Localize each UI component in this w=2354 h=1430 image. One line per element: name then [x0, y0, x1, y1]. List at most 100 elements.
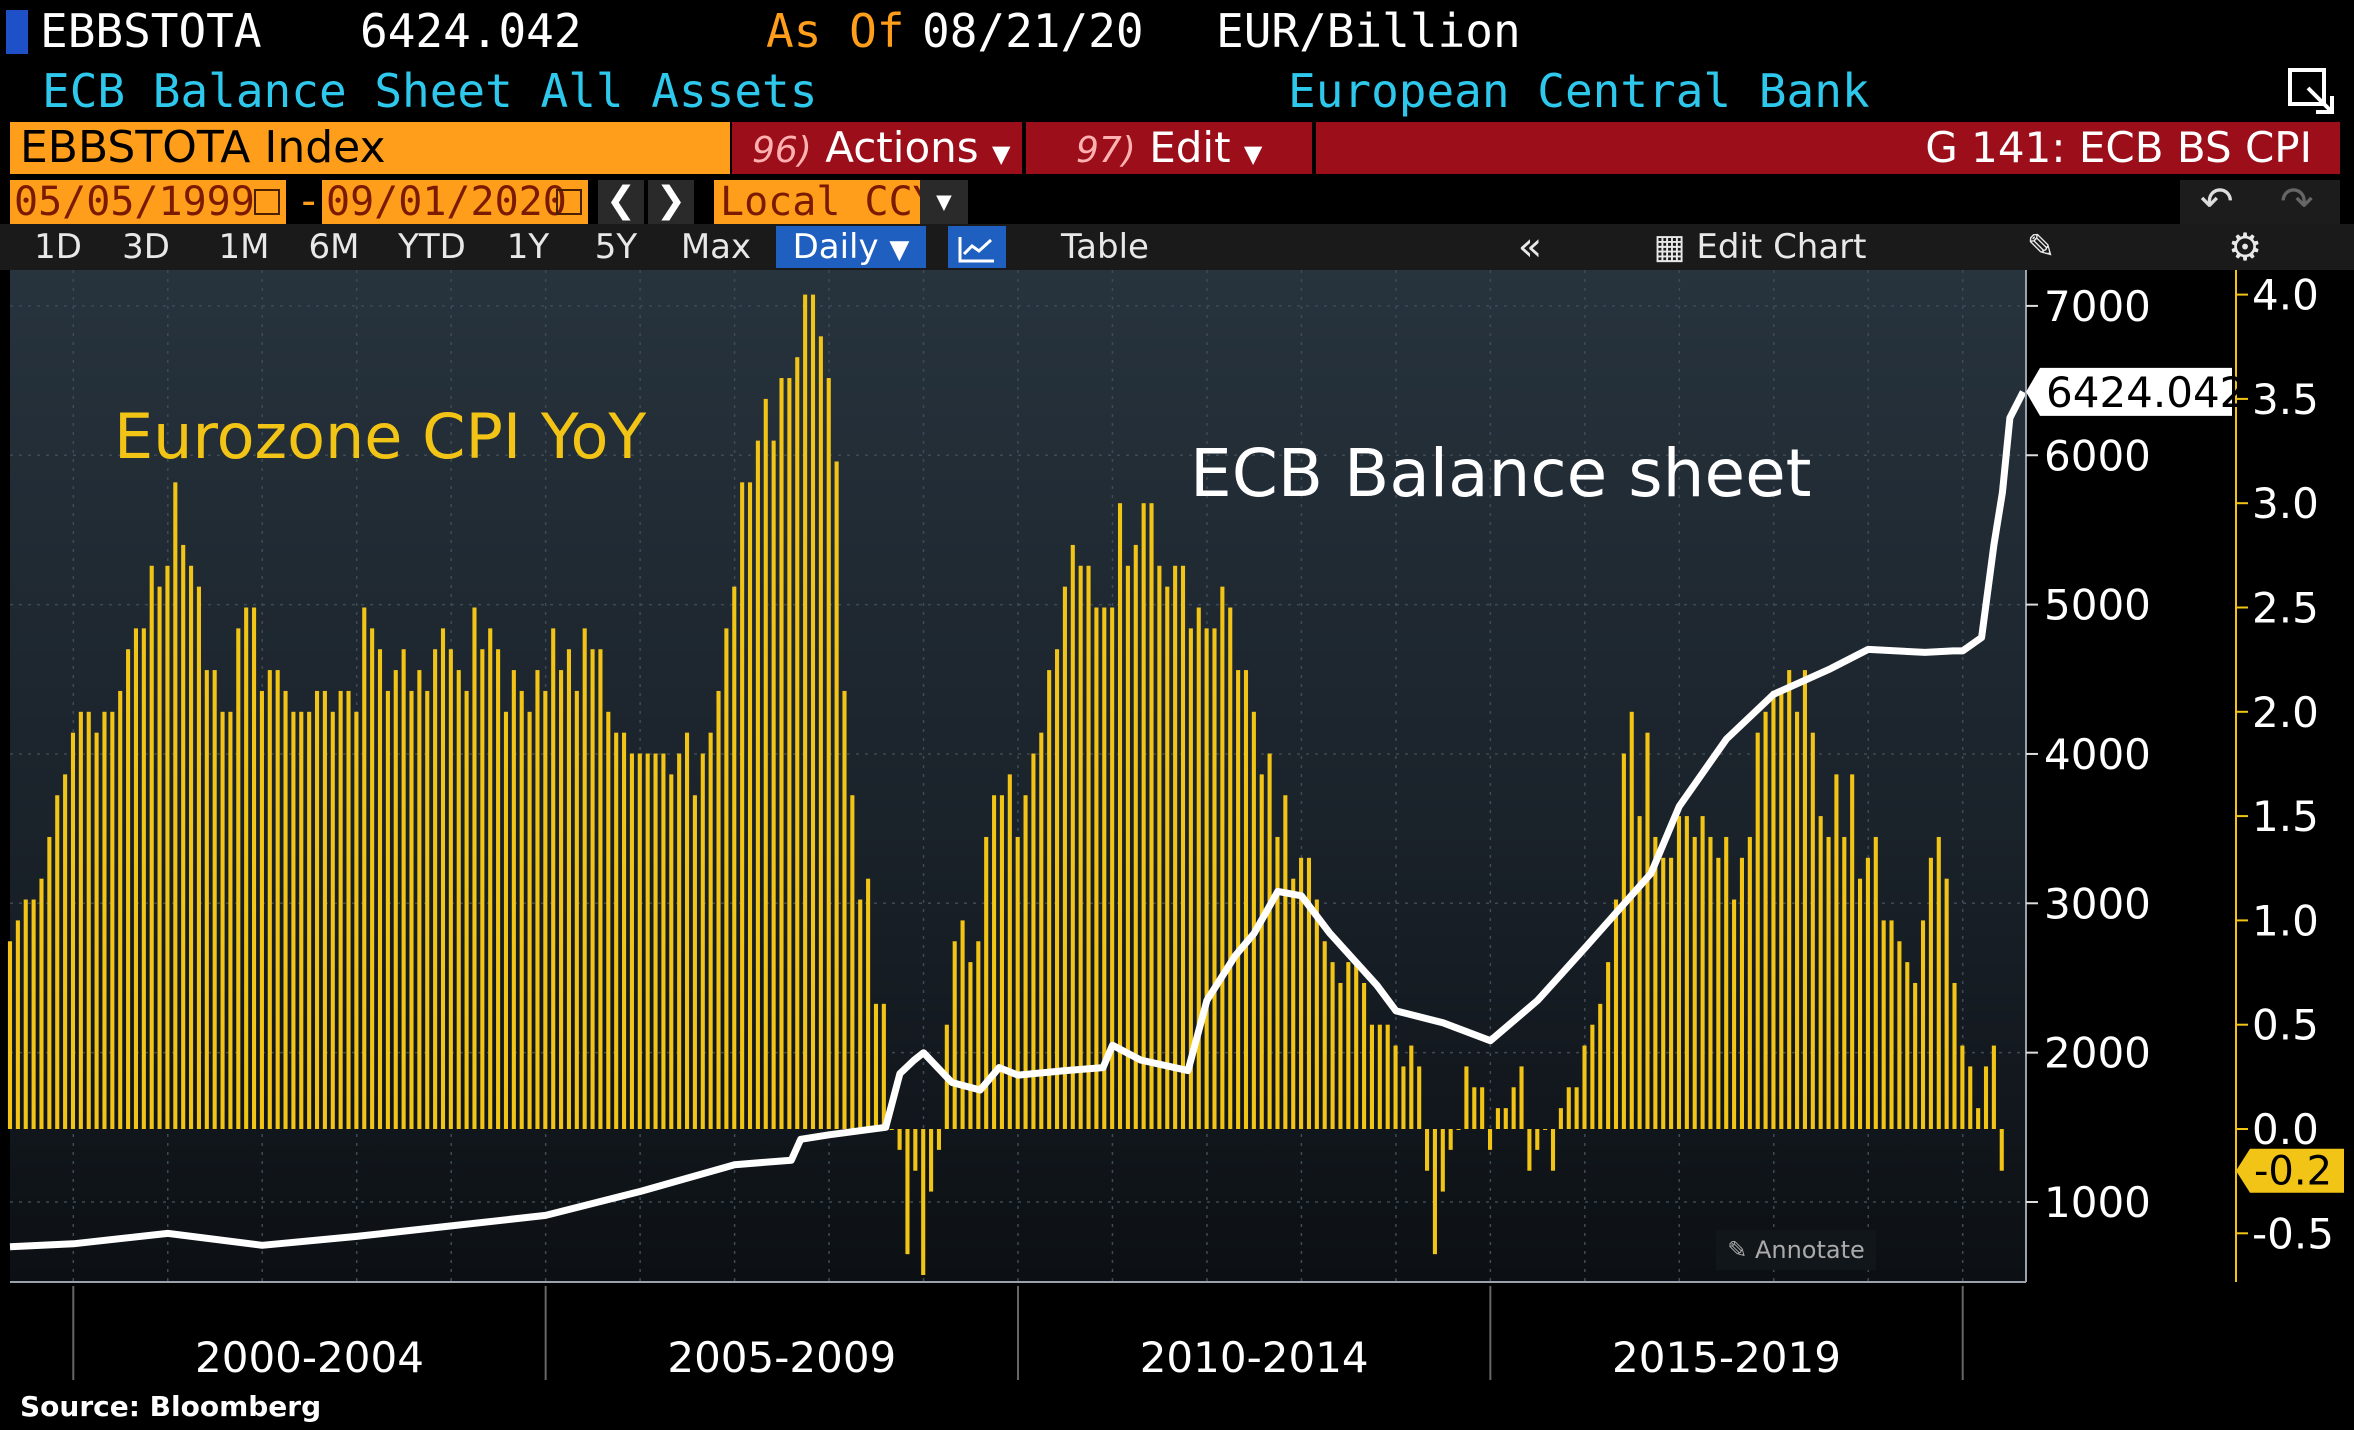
- range-tab-1d[interactable]: 1D: [34, 227, 82, 267]
- cpi-bar: [173, 482, 178, 1130]
- cpi-bar: [1629, 711, 1634, 1129]
- cpi-bar: [189, 565, 194, 1129]
- cpi-bar: [55, 795, 60, 1129]
- cpi-bar: [1637, 816, 1642, 1129]
- cpi-bar: [401, 649, 406, 1129]
- cpi-bar: [708, 732, 713, 1129]
- cpi-bar: [228, 711, 233, 1129]
- cpi-bar: [1409, 1045, 1414, 1129]
- cpi-bar: [1464, 1066, 1469, 1129]
- cpi-bar: [456, 670, 461, 1129]
- range-tab-1y[interactable]: 1Y: [506, 227, 550, 267]
- range-tab-max[interactable]: Max: [680, 227, 752, 267]
- cpi-bar: [149, 565, 154, 1129]
- cpi-bar: [1732, 899, 1737, 1129]
- start-date-field[interactable]: 05/05/1999: [10, 180, 286, 224]
- as-of-date: 08/21/20: [922, 4, 1144, 58]
- last-value-flag-right: [2236, 1148, 2344, 1193]
- range-tab-6m[interactable]: 6M: [308, 227, 360, 267]
- prev-period-button[interactable]: ❮: [598, 180, 644, 224]
- caret-down-icon: ▼: [992, 140, 1011, 168]
- index-name-box[interactable]: EBBSTOTA Index: [10, 122, 730, 174]
- edit-menu[interactable]: 97) Edit ▼: [1026, 122, 1312, 174]
- cpi-bar: [1180, 565, 1186, 1129]
- cpi-bar: [818, 336, 823, 1129]
- cpi-bar: [1818, 816, 1823, 1129]
- left-tick-label: 5000: [2044, 581, 2151, 630]
- pencil-icon[interactable]: ✎: [2026, 227, 2056, 267]
- edit-chart-button[interactable]: ▦ Edit Chart: [1640, 226, 1880, 268]
- cpi-bar: [1086, 565, 1091, 1129]
- cpi-bar: [669, 774, 674, 1129]
- cpi-bar: [1228, 607, 1233, 1129]
- edit-label: Edit: [1149, 123, 1231, 172]
- actions-menu[interactable]: 96) Actions ▼: [732, 122, 1022, 174]
- table-button[interactable]: Table: [1061, 227, 1149, 267]
- right-tick-label: 3.0: [2252, 479, 2319, 528]
- cpi-bar: [354, 711, 359, 1129]
- popout-icon[interactable]: [2286, 66, 2340, 120]
- cpi-bar: [63, 774, 68, 1129]
- cpi-bar: [1196, 607, 1201, 1129]
- cpi-bar: [684, 732, 690, 1129]
- cpi-bar: [1850, 774, 1855, 1129]
- cpi-bar: [692, 795, 697, 1129]
- chevron-right-icon: ❯: [655, 180, 687, 221]
- cpi-bar: [700, 753, 705, 1129]
- chevron-left-icon: ❮: [605, 180, 637, 221]
- cpi-bar: [1251, 711, 1256, 1129]
- right-tick-label: 1.0: [2252, 896, 2319, 945]
- gear-icon[interactable]: ⚙: [2227, 225, 2263, 269]
- cpi-bar: [1456, 1129, 1461, 1130]
- calendar-icon[interactable]: [556, 189, 582, 215]
- cpi-bar: [464, 690, 469, 1129]
- cpi-bar: [1928, 857, 1933, 1129]
- cpi-bar: [220, 711, 225, 1129]
- cpi-bar: [330, 711, 335, 1129]
- range-tab-3d[interactable]: 3D: [122, 227, 170, 267]
- collapse-icon[interactable]: «: [1517, 224, 1543, 270]
- line-chart-icon: [958, 236, 994, 262]
- cpi-bar: [244, 607, 249, 1129]
- cpi-bar: [1314, 899, 1319, 1129]
- annotate-button[interactable]: ✎ Annotate: [1716, 1230, 1876, 1270]
- caret-down-icon[interactable]: ▼: [920, 180, 968, 224]
- ticker-marker: [6, 10, 28, 54]
- cpi-bar: [488, 628, 493, 1129]
- cpi-bar: [1574, 1087, 1579, 1129]
- cpi-bar: [1787, 670, 1792, 1129]
- cpi-bar: [992, 795, 997, 1129]
- cpi-bar: [204, 670, 209, 1129]
- end-date-value: 09/01/2020: [326, 179, 567, 225]
- range-tab-5y[interactable]: 5Y: [594, 227, 638, 267]
- end-date-field[interactable]: 09/01/2020: [322, 180, 588, 224]
- line-chart-button[interactable]: [948, 226, 1006, 268]
- right-tick-label: 4.0: [2252, 271, 2319, 320]
- cpi-bar: [1149, 503, 1154, 1129]
- frequency-dropdown[interactable]: Daily ▼: [776, 226, 926, 268]
- range-tab-ytd[interactable]: YTD: [398, 227, 466, 267]
- cpi-bar: [23, 899, 28, 1129]
- cpi-bar: [1613, 899, 1619, 1129]
- cpi-bar: [291, 711, 296, 1129]
- cpi-bar: [511, 670, 516, 1129]
- last-value-flag-left: [2026, 367, 2232, 416]
- calendar-icon[interactable]: [254, 189, 280, 215]
- range-tab-1m[interactable]: 1M: [218, 227, 270, 267]
- cpi-bar: [1039, 732, 1044, 1129]
- undo-icon[interactable]: ↶: [2200, 179, 2234, 225]
- left-tick-label: 6000: [2044, 431, 2151, 480]
- cpi-bar: [936, 1129, 942, 1150]
- cpi-bar: [810, 294, 816, 1130]
- redo-icon[interactable]: ↷: [2280, 179, 2314, 225]
- next-period-button[interactable]: ❯: [648, 180, 694, 224]
- cpi-bar: [1881, 920, 1886, 1129]
- cpi-bar: [582, 628, 587, 1129]
- edit-number: 97): [1076, 130, 1136, 171]
- cpi-bar: [1487, 1129, 1493, 1150]
- cpi-bar: [1385, 1024, 1390, 1129]
- cpi-bar: [165, 565, 170, 1129]
- last-value: 6424.042: [360, 4, 582, 58]
- cpi-bar: [1480, 1087, 1485, 1129]
